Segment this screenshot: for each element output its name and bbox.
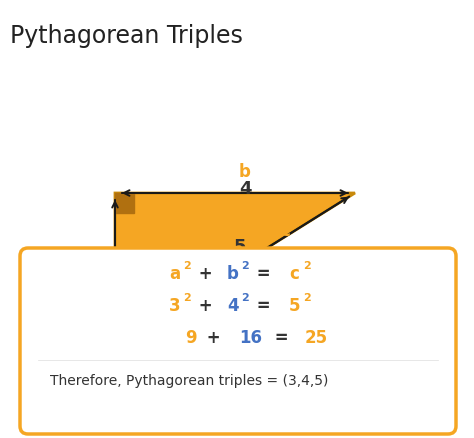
Text: 4: 4 (227, 297, 238, 314)
Text: a: a (82, 251, 92, 269)
Text: 2: 2 (183, 292, 191, 302)
Polygon shape (115, 194, 135, 213)
Text: 3: 3 (169, 297, 181, 314)
Text: Pythagorean Triples: Pythagorean Triples (10, 24, 243, 48)
Text: 5: 5 (234, 237, 246, 255)
Text: b: b (239, 162, 251, 180)
Text: 25: 25 (305, 328, 328, 346)
Text: 2: 2 (303, 261, 311, 270)
Text: +: + (201, 328, 227, 346)
Text: Therefore, Pythagorean triples = (3,4,5): Therefore, Pythagorean triples = (3,4,5) (50, 373, 328, 387)
Polygon shape (115, 194, 355, 343)
Text: 2: 2 (241, 261, 249, 270)
Text: a: a (169, 265, 180, 283)
Text: 2: 2 (183, 261, 191, 270)
Text: c: c (289, 265, 299, 283)
Text: b: b (227, 265, 239, 283)
FancyBboxPatch shape (20, 248, 456, 434)
Text: 2: 2 (241, 292, 249, 302)
Text: =: = (269, 328, 294, 346)
Text: 5: 5 (289, 297, 301, 314)
Text: 16: 16 (239, 328, 262, 346)
Text: +: + (193, 297, 219, 314)
Text: 9: 9 (185, 328, 197, 346)
Text: c: c (280, 222, 290, 240)
Text: 4: 4 (239, 180, 251, 198)
Text: =: = (251, 265, 276, 283)
Text: 2: 2 (303, 292, 311, 302)
Text: 3: 3 (123, 254, 135, 272)
Text: =: = (251, 297, 276, 314)
Text: +: + (193, 265, 219, 283)
